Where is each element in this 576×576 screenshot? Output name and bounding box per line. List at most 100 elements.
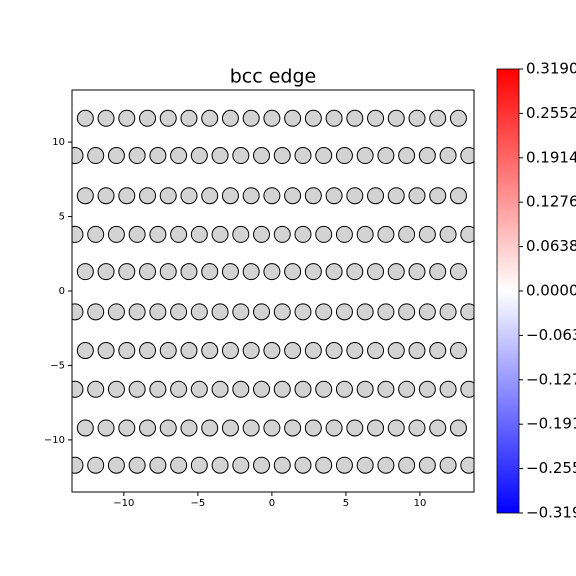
atom (128, 147, 146, 165)
atom (449, 342, 467, 360)
atom (72, 456, 84, 474)
colorbar-tick-label: −0.0638 (526, 326, 576, 344)
atom (356, 147, 374, 165)
atom (201, 263, 219, 281)
atom (335, 380, 353, 398)
atom (242, 263, 260, 281)
colorbar-tick-label: 0.1914 (526, 148, 576, 166)
atom (97, 263, 115, 281)
atom (221, 109, 239, 127)
atom (87, 380, 105, 398)
atom (387, 342, 405, 360)
atom (232, 225, 250, 243)
atom (356, 380, 374, 398)
atom (201, 109, 219, 127)
atom (170, 456, 188, 474)
colorbar-tick-label: 0.3190 (526, 60, 576, 78)
atom (429, 109, 447, 127)
atom (335, 147, 353, 165)
atom (139, 263, 157, 281)
atom (180, 342, 198, 360)
x-tick-label: 5 (343, 498, 349, 509)
atom (377, 147, 395, 165)
atom (97, 342, 115, 360)
atom (387, 187, 405, 205)
atom (72, 303, 84, 321)
atom (439, 303, 457, 321)
atom (315, 303, 333, 321)
atom (398, 303, 416, 321)
atom (273, 225, 291, 243)
atom (242, 187, 260, 205)
atom (429, 342, 447, 360)
atom (87, 456, 105, 474)
atom (367, 342, 385, 360)
atom (97, 187, 115, 205)
atom (460, 380, 474, 398)
atom (107, 147, 125, 165)
atom (377, 380, 395, 398)
atom (232, 456, 250, 474)
atom (242, 109, 260, 127)
atom (418, 225, 436, 243)
atom (325, 109, 343, 127)
atom (221, 187, 239, 205)
atom (211, 147, 229, 165)
atom (398, 147, 416, 165)
colorbar-tick-label: 0.0638 (526, 237, 576, 255)
atom (284, 263, 302, 281)
atom (118, 109, 136, 127)
atom (304, 419, 322, 437)
atom (211, 380, 229, 398)
atom (190, 303, 208, 321)
colorbar-tick-label: −0.1914 (526, 415, 576, 433)
atom (232, 147, 250, 165)
atom (149, 303, 167, 321)
atom (149, 147, 167, 165)
atom (408, 263, 426, 281)
atom (460, 456, 474, 474)
atom (429, 187, 447, 205)
atom (128, 380, 146, 398)
y-tick-label: 0 (59, 286, 65, 297)
atom (118, 419, 136, 437)
atom (356, 225, 374, 243)
atom (418, 380, 436, 398)
atom (367, 187, 385, 205)
atom (107, 303, 125, 321)
atom (449, 263, 467, 281)
atom (284, 187, 302, 205)
atom (429, 263, 447, 281)
atom (398, 380, 416, 398)
atom (76, 263, 94, 281)
atom (159, 342, 177, 360)
atom (315, 380, 333, 398)
atom (346, 109, 364, 127)
atom (294, 303, 312, 321)
atom (118, 263, 136, 281)
atom (159, 187, 177, 205)
atom (159, 419, 177, 437)
atom (72, 225, 84, 243)
x-tick-label: 10 (414, 498, 427, 509)
atom (429, 419, 447, 437)
atom (170, 225, 188, 243)
atom (439, 225, 457, 243)
atom (294, 456, 312, 474)
atom (76, 342, 94, 360)
atom (87, 225, 105, 243)
atom (418, 456, 436, 474)
atom (232, 380, 250, 398)
x-tick-label: −10 (113, 498, 134, 509)
atom (107, 380, 125, 398)
atom (304, 342, 322, 360)
atom (284, 109, 302, 127)
atom (139, 187, 157, 205)
atom (107, 225, 125, 243)
atom (263, 342, 281, 360)
atom (190, 380, 208, 398)
atom (460, 147, 474, 165)
atom (315, 456, 333, 474)
atom (335, 303, 353, 321)
